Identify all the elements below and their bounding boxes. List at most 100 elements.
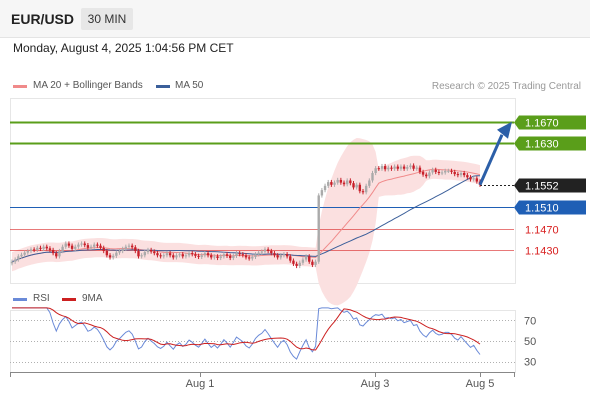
level-label-1-1670: 1.1670 <box>525 118 559 130</box>
candle-body <box>181 254 184 257</box>
candle-body <box>266 249 270 252</box>
candle-body <box>36 247 39 250</box>
candle-body <box>323 185 327 191</box>
candle-body <box>48 248 52 250</box>
candle-body <box>225 254 229 256</box>
candle-body <box>415 167 418 169</box>
forecast-arrow-head <box>497 121 512 139</box>
candle-body <box>235 253 238 256</box>
candle-body <box>58 251 61 257</box>
candle-body <box>330 182 333 185</box>
candle-body <box>393 166 396 169</box>
candle-body <box>118 251 121 253</box>
candle-body <box>475 178 479 182</box>
candle-body <box>418 167 422 172</box>
candle-body <box>402 166 406 169</box>
candle-body <box>102 247 105 252</box>
candle-body <box>349 180 352 184</box>
level-label-1-1470: 1.1470 <box>525 225 559 237</box>
candle-body <box>428 172 431 177</box>
candle-body <box>295 263 298 266</box>
candle-body <box>213 256 216 258</box>
candle-body <box>187 253 191 256</box>
candle-body <box>108 255 112 258</box>
candle-body <box>304 256 308 260</box>
candle-body <box>254 254 257 257</box>
candle-body <box>121 248 124 252</box>
rsi-ma9-line <box>12 307 481 351</box>
price-panel-frame <box>10 98 516 284</box>
candle-body <box>345 180 349 185</box>
candle-body <box>308 256 311 262</box>
candle-body <box>450 170 453 172</box>
candle-body <box>228 255 232 258</box>
candle-body <box>172 255 175 258</box>
level-label-1-1510: 1.1510 <box>525 203 559 215</box>
header-bar: EUR/USD 30 MIN <box>0 0 590 38</box>
candle-body <box>61 246 64 252</box>
candle-body <box>399 166 403 169</box>
candle-body <box>247 257 251 259</box>
candle-body <box>146 249 150 253</box>
candle-body <box>127 245 131 247</box>
candle-body <box>270 251 273 254</box>
candle-body <box>409 165 412 168</box>
candle-body <box>260 251 264 253</box>
candle-body <box>317 195 320 262</box>
candle-body <box>339 179 343 183</box>
ma50-legend-label: MA 50 <box>175 80 204 91</box>
bollinger-band <box>12 138 480 306</box>
candle-body <box>279 255 282 258</box>
candle-body <box>206 253 210 256</box>
candle-body <box>105 251 109 256</box>
credit-label: Research © 2025 Trading Central <box>431 81 581 92</box>
candle-body <box>383 166 387 170</box>
ma20-legend-swatch <box>13 85 27 88</box>
candle-body <box>238 253 241 255</box>
candle-body <box>371 173 374 181</box>
candle-body <box>67 243 71 246</box>
level-tag-1-1510 <box>514 200 586 215</box>
forecast-arrow <box>478 134 504 186</box>
candle-body <box>459 173 463 176</box>
candle-body <box>137 251 140 257</box>
candle-body <box>257 252 260 255</box>
candle-body <box>282 254 286 256</box>
candle-body <box>472 178 475 180</box>
candle-body <box>320 190 324 196</box>
candle-body <box>168 253 172 256</box>
candle-body <box>327 182 330 186</box>
datetime-label: Monday, August 4, 2025 1:04:56 PM CET <box>13 41 234 55</box>
candle-body <box>175 255 178 258</box>
candle-body <box>396 166 399 169</box>
candle-body <box>216 256 219 258</box>
candle-body <box>89 246 93 248</box>
candle-body <box>80 243 83 245</box>
candle-body <box>96 244 99 246</box>
candle-body <box>194 254 197 256</box>
candle-body <box>10 261 14 264</box>
candle-body <box>453 171 456 175</box>
candle-body <box>425 174 428 177</box>
timeframe-button[interactable]: 30 MIN <box>81 8 133 30</box>
candle-body <box>447 170 450 172</box>
candle-body <box>197 255 200 257</box>
candle-body <box>29 249 33 252</box>
candle-body <box>440 172 444 174</box>
candle-body <box>387 167 390 170</box>
candle-body <box>45 246 48 249</box>
candle-body <box>406 167 409 169</box>
candle-body <box>390 167 393 169</box>
candle-body <box>456 174 460 176</box>
candle-body <box>178 254 181 256</box>
candle-body <box>203 253 207 256</box>
candle-body <box>444 170 447 173</box>
candle-body <box>232 255 235 258</box>
candle-body <box>412 165 415 169</box>
rsi-line <box>12 307 481 360</box>
x-tick-label: Aug 5 <box>466 378 495 390</box>
candle-body <box>184 255 188 257</box>
candle-body <box>292 260 295 264</box>
candle-body <box>358 184 362 192</box>
candle-body <box>311 261 314 265</box>
